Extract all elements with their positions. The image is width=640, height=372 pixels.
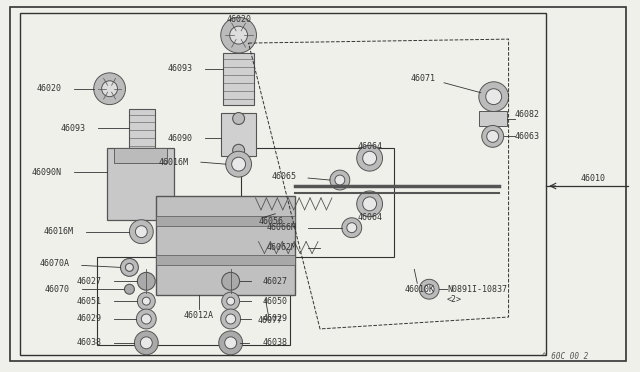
Circle shape — [486, 89, 502, 105]
Circle shape — [134, 331, 158, 355]
Circle shape — [330, 170, 350, 190]
Bar — [107, 148, 174, 220]
Text: 46010: 46010 — [580, 174, 605, 183]
Circle shape — [102, 81, 118, 97]
Text: 46056: 46056 — [259, 217, 284, 226]
Text: 46071: 46071 — [410, 74, 435, 83]
Circle shape — [93, 73, 125, 105]
Circle shape — [419, 279, 439, 299]
Circle shape — [221, 17, 257, 53]
Text: 46016M: 46016M — [44, 227, 74, 236]
Text: 46065: 46065 — [271, 171, 296, 180]
Text: 46070A: 46070A — [40, 259, 70, 268]
Text: 46020: 46020 — [37, 84, 62, 93]
Circle shape — [221, 272, 239, 290]
Text: 46016M: 46016M — [159, 158, 189, 167]
Circle shape — [225, 337, 237, 349]
Circle shape — [482, 125, 504, 147]
Circle shape — [120, 259, 138, 276]
Circle shape — [342, 218, 362, 238]
Text: 46082: 46082 — [515, 110, 540, 119]
Circle shape — [356, 145, 383, 171]
Circle shape — [124, 284, 134, 294]
Circle shape — [221, 292, 239, 310]
Text: N0891I-10837: N0891I-10837 — [447, 285, 507, 294]
Bar — [223, 53, 255, 105]
Circle shape — [363, 197, 376, 211]
Text: 46090N: 46090N — [32, 168, 62, 177]
Circle shape — [356, 191, 383, 217]
Circle shape — [226, 151, 252, 177]
Text: 46027: 46027 — [77, 277, 102, 286]
Text: 46093: 46093 — [61, 124, 86, 133]
Text: ^ 60C 00 2: ^ 60C 00 2 — [541, 352, 588, 361]
Bar — [156, 196, 295, 295]
Bar — [221, 113, 257, 156]
Circle shape — [221, 309, 241, 329]
Text: 46063: 46063 — [515, 132, 540, 141]
Text: 46020: 46020 — [226, 15, 251, 24]
Circle shape — [138, 292, 156, 310]
Circle shape — [226, 314, 236, 324]
Text: 46029: 46029 — [262, 314, 287, 324]
Text: 46050: 46050 — [262, 296, 287, 306]
Text: 46012A: 46012A — [184, 311, 214, 320]
Bar — [479, 110, 507, 126]
Text: 46038: 46038 — [77, 338, 102, 347]
Bar — [156, 216, 295, 226]
Circle shape — [233, 144, 244, 156]
Circle shape — [363, 151, 376, 165]
Bar — [20, 13, 547, 355]
Text: 46051: 46051 — [77, 296, 102, 306]
Circle shape — [142, 297, 150, 305]
Text: 46038: 46038 — [262, 338, 287, 347]
Circle shape — [138, 272, 156, 290]
Circle shape — [232, 157, 246, 171]
Text: 46066M: 46066M — [266, 223, 296, 232]
Bar — [97, 257, 290, 345]
Circle shape — [219, 331, 243, 355]
Text: 46093: 46093 — [168, 64, 193, 73]
Circle shape — [125, 263, 133, 271]
Text: 46070: 46070 — [45, 285, 70, 294]
Text: 46027: 46027 — [262, 277, 287, 286]
Circle shape — [136, 309, 156, 329]
Text: 46062M: 46062M — [266, 243, 296, 252]
Circle shape — [129, 220, 153, 244]
Circle shape — [479, 82, 509, 112]
Circle shape — [347, 223, 356, 232]
Text: 46077: 46077 — [258, 317, 283, 326]
Text: 46010K: 46010K — [404, 285, 435, 294]
Bar — [129, 109, 156, 152]
Bar — [156, 256, 295, 265]
Text: <2>: <2> — [447, 295, 462, 304]
Bar — [113, 148, 167, 163]
Text: 46029: 46029 — [77, 314, 102, 324]
Circle shape — [424, 284, 434, 294]
Circle shape — [233, 113, 244, 125]
Bar — [241, 148, 394, 257]
Circle shape — [487, 131, 499, 142]
Circle shape — [140, 337, 152, 349]
Text: 46090: 46090 — [168, 134, 193, 143]
Circle shape — [335, 175, 345, 185]
Circle shape — [136, 226, 147, 238]
Circle shape — [227, 297, 235, 305]
Text: 46064: 46064 — [357, 213, 382, 222]
Text: 46064: 46064 — [357, 142, 382, 151]
Circle shape — [141, 314, 151, 324]
Circle shape — [230, 26, 248, 44]
